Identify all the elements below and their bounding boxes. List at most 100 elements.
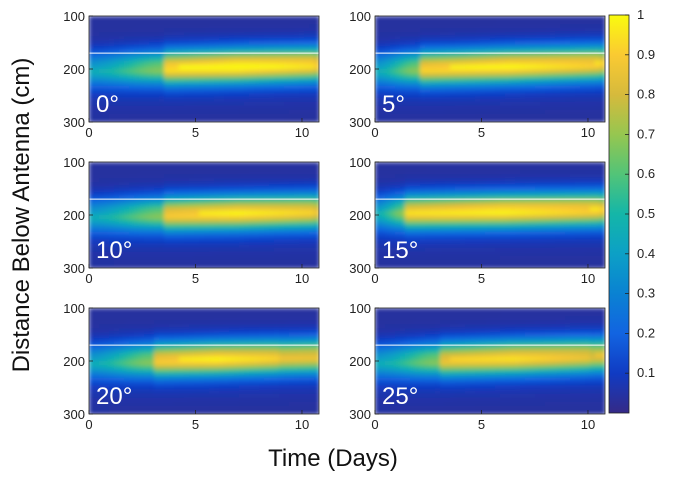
heatmap-cell [595,194,601,200]
heatmap-cell [244,16,250,21]
heatmap-cell [294,166,300,171]
heatmap-cell [124,36,130,42]
heatmap-cell [219,52,225,58]
heatmap-cell [294,105,300,111]
heatmap-cell [304,69,310,74]
heatmap-cell [595,243,601,249]
heatmap-cell [169,182,175,188]
heatmap-cell [435,93,441,99]
heatmap-cell [239,202,245,208]
heatmap-cell [380,190,386,196]
heatmap-cell [570,89,576,95]
heatmap-cell [395,162,401,167]
heatmap-cell [395,194,401,200]
heatmap-cell [570,36,576,42]
heatmap-cell [214,60,220,66]
heatmap-cell [169,166,175,171]
heatmap-cell [560,20,566,25]
heatmap-cell [139,60,145,66]
heatmap-cell [104,48,110,54]
heatmap-cell [475,97,481,103]
heatmap-cell [530,162,536,167]
heatmap-cell [595,255,601,261]
heatmap-cell [460,28,466,33]
heatmap-cell [229,206,235,212]
heatmap-cell [304,263,310,268]
heatmap-cell [495,85,501,90]
heatmap-cell [94,40,100,46]
heatmap-cell [470,113,476,119]
heatmap-cell [124,64,130,70]
heatmap-cell [289,85,295,90]
heatmap-cell [124,251,130,257]
heatmap-cell [269,56,275,62]
heatmap-cell [465,247,471,253]
heatmap-cell [184,259,190,265]
heatmap-cell [94,36,100,42]
heatmap-cell [530,255,536,261]
heatmap-cell [209,186,215,192]
heatmap-cell [309,202,315,208]
heatmap-cell [495,36,501,42]
heatmap-cell [500,24,506,29]
heatmap-cell [520,81,526,86]
heatmap-cell [189,227,195,232]
heatmap-cell [490,186,496,192]
heatmap-cell [184,56,190,62]
heatmap-cell [480,97,486,103]
heatmap-cell [294,69,300,74]
heatmap-cell [304,93,310,99]
heatmap-cell [214,239,220,245]
heatmap-cell [590,255,596,261]
heatmap-cell [470,162,476,167]
heatmap-cell [410,166,416,171]
heatmap-cell [149,16,155,21]
heatmap-cell [179,117,185,122]
heatmap-cell [470,89,476,95]
heatmap-cell [129,231,135,236]
heatmap-cell [264,215,270,220]
heatmap-cell [430,64,436,70]
heatmap-cell [189,20,195,25]
heatmap-cell [89,312,95,317]
heatmap-cell [299,235,305,241]
heatmap-cell [124,69,130,74]
heatmap-cell [440,97,446,103]
heatmap-cell [169,81,175,86]
heatmap-cell [515,170,521,175]
heatmap-cell [219,117,225,122]
heatmap-cell [254,20,260,25]
heatmap-cell [515,20,521,25]
heatmap-cell [500,259,506,265]
heatmap-cell [89,401,95,407]
heatmap-cell [380,56,386,62]
heatmap-cell [89,81,95,86]
heatmap-cell [179,48,185,54]
heatmap-cell [229,182,235,188]
heatmap-cell [450,85,456,90]
heatmap-cell [239,64,245,70]
heatmap-cell [234,255,240,261]
heatmap-cell [219,206,225,212]
heatmap-cell [405,113,411,119]
heatmap-cell [435,162,441,167]
heatmap-cell [500,56,506,62]
heatmap-cell [465,198,471,204]
heatmap-cell [314,24,319,29]
heatmap-cell [535,263,541,268]
heatmap-cell [595,93,601,99]
heatmap-cell [114,101,120,107]
heatmap-cell [415,105,421,111]
heatmap-cell [400,93,406,99]
heatmap-cell [304,206,310,212]
heatmap-cell [299,162,305,167]
heatmap-cell [560,215,566,220]
heatmap-cell [119,28,125,33]
heatmap-cell [139,64,145,70]
heatmap-cell [224,117,230,122]
heatmap-cell [294,198,300,204]
heatmap-cell [545,239,551,245]
heatmap-cell [309,182,315,188]
heatmap-cell [119,109,125,115]
heatmap-cell [400,81,406,86]
